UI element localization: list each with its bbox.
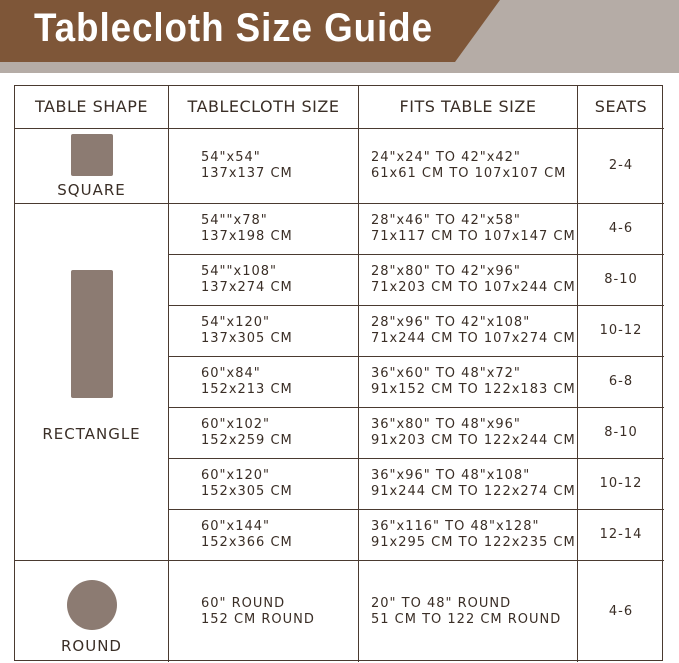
fits-cm: 71x203 CM TO 107x244 CM xyxy=(371,280,576,295)
size-inches: 60"x84" xyxy=(201,366,261,381)
tablecloth-size-cell: 60"x84" 152x213 CM xyxy=(169,357,359,408)
size-cm: 137x137 CM xyxy=(201,166,293,181)
shape-label: RECTANGLE xyxy=(42,425,141,443)
seats-value: 4-6 xyxy=(608,221,634,236)
tablecloth-size-cell: 60"x144" 152x366 CM xyxy=(169,510,359,561)
seats-cell: 8-10 xyxy=(578,408,664,459)
size-cm: 152x305 CM xyxy=(201,484,293,499)
size-cm: 137x305 CM xyxy=(201,331,293,346)
fits-cm: 91x203 CM TO 122x244 CM xyxy=(371,433,576,448)
fits-table-size-cell: 36"x116" TO 48"x128" 91x295 CM TO 122x235… xyxy=(359,510,578,561)
tablecloth-size-cell: 54"x54" 137x137 CM xyxy=(169,129,359,204)
tablecloth-size-cell: 60"x102" 152x259 CM xyxy=(169,408,359,459)
fits-cm: 71x244 CM TO 107x274 CM xyxy=(371,331,576,346)
fits-inches: 36"x116" TO 48"x128" xyxy=(371,519,540,534)
fits-inches: 20" TO 48" ROUND xyxy=(371,595,512,611)
fits-table-size-cell: 24"x24" TO 42"x42" 61x61 CM TO 107x107 CM xyxy=(359,129,578,204)
rectangle-shape-icon xyxy=(70,270,113,398)
seats-value: 8-10 xyxy=(604,272,638,287)
size-guide-table: TABLE SHAPE TABLECLOTH SIZE FITS TABLE S… xyxy=(14,85,664,662)
seats-value: 4-6 xyxy=(608,603,634,619)
shape-label: SQUARE xyxy=(57,181,126,199)
seats-value: 8-10 xyxy=(604,425,638,440)
size-inches: 60"x144" xyxy=(201,519,271,534)
size-cm: 152x259 CM xyxy=(201,433,293,448)
page-title: Tablecloth Size Guide xyxy=(34,6,433,50)
tablecloth-size-cell: 54"x120" 137x305 CM xyxy=(169,306,359,357)
fits-inches: 36"x60" TO 48"x72" xyxy=(371,366,521,381)
round-shape-icon xyxy=(66,580,117,630)
seats-value: 10-12 xyxy=(599,323,643,338)
fits-cm: 61x61 CM TO 107x107 CM xyxy=(371,166,567,181)
tablecloth-size-cell: 60" ROUND 152 CM ROUND xyxy=(169,561,359,662)
fits-table-size-cell: 36"x96" TO 48"x108" 91x244 CM TO 122x274 … xyxy=(359,459,578,510)
fits-table-size-cell: 20" TO 48" ROUND 51 CM TO 122 CM ROUND xyxy=(359,561,578,662)
shape-square-cell: SQUARE xyxy=(15,129,169,204)
size-inches: 54"x54" xyxy=(201,150,261,165)
seats-value: 10-12 xyxy=(599,476,643,491)
header-seats: SEATS xyxy=(578,86,664,129)
fits-cm: 91x244 CM TO 122x274 CM xyxy=(371,484,576,499)
shape-round-cell: ROUND xyxy=(15,561,169,662)
seats-cell: 12-14 xyxy=(578,510,664,561)
fits-table-size-cell: 28"x46" TO 42"x58" 71x117 CM TO 107x147 C… xyxy=(359,204,578,255)
seats-cell: 10-12 xyxy=(578,459,664,510)
size-inches: 60"x120" xyxy=(201,468,271,483)
seats-cell: 4-6 xyxy=(578,204,664,255)
fits-table-size-cell: 36"x60" TO 48"x72" 91x152 CM TO 122x183 C… xyxy=(359,357,578,408)
seats-cell: 8-10 xyxy=(578,255,664,306)
fits-cm: 91x152 CM TO 122x183 CM xyxy=(371,382,576,397)
shape-label: ROUND xyxy=(61,637,122,655)
size-cm: 152x213 CM xyxy=(201,382,293,397)
seats-value: 6-8 xyxy=(608,374,634,389)
size-inches: 54"x120" xyxy=(201,315,271,330)
size-inches: 60" ROUND xyxy=(201,595,286,611)
fits-cm: 51 CM TO 122 CM ROUND xyxy=(371,611,562,627)
header-tablecloth-size: TABLECLOTH SIZE xyxy=(169,86,359,129)
size-cm: 137x198 CM xyxy=(201,229,293,244)
seats-cell: 10-12 xyxy=(578,306,664,357)
fits-inches: 28"x96" TO 42"x108" xyxy=(371,315,531,330)
size-inches: 54""x78" xyxy=(201,213,268,228)
fits-inches: 36"x96" TO 48"x108" xyxy=(371,468,531,483)
title-banner xyxy=(0,0,500,62)
fits-table-size-cell: 36"x80" TO 48"x96" 91x203 CM TO 122x244 C… xyxy=(359,408,578,459)
seats-value: 12-14 xyxy=(599,527,643,542)
size-inches: 54""x108" xyxy=(201,264,277,279)
seats-value: 2-4 xyxy=(608,158,634,173)
shape-rectangle-cell: RECTANGLE xyxy=(15,204,169,561)
size-cm: 152x366 CM xyxy=(201,535,293,550)
header-table-shape: TABLE SHAPE xyxy=(15,86,169,129)
fits-table-size-cell: 28"x80" TO 42"x96" 71x203 CM TO 107x244 C… xyxy=(359,255,578,306)
size-cm: 152 CM ROUND xyxy=(201,611,315,627)
fits-inches: 28"x46" TO 42"x58" xyxy=(371,213,521,228)
tablecloth-size-cell: 54""x78" 137x198 CM xyxy=(169,204,359,255)
fits-inches: 36"x80" TO 48"x96" xyxy=(371,417,521,432)
seats-cell: 6-8 xyxy=(578,357,664,408)
square-shape-icon xyxy=(70,134,113,176)
size-cm: 137x274 CM xyxy=(201,280,293,295)
header-fits-table-size: FITS TABLE SIZE xyxy=(359,86,578,129)
fits-cm: 71x117 CM TO 107x147 CM xyxy=(371,229,576,244)
fits-table-size-cell: 28"x96" TO 42"x108" 71x244 CM TO 107x274 … xyxy=(359,306,578,357)
seats-cell: 4-6 xyxy=(578,561,664,662)
fits-inches: 28"x80" TO 42"x96" xyxy=(371,264,521,279)
tablecloth-size-cell: 54""x108" 137x274 CM xyxy=(169,255,359,306)
seats-cell: 2-4 xyxy=(578,129,664,204)
fits-cm: 91x295 CM TO 122x235 CM xyxy=(371,535,576,550)
size-inches: 60"x102" xyxy=(201,417,271,432)
fits-inches: 24"x24" TO 42"x42" xyxy=(371,150,521,165)
tablecloth-size-cell: 60"x120" 152x305 CM xyxy=(169,459,359,510)
